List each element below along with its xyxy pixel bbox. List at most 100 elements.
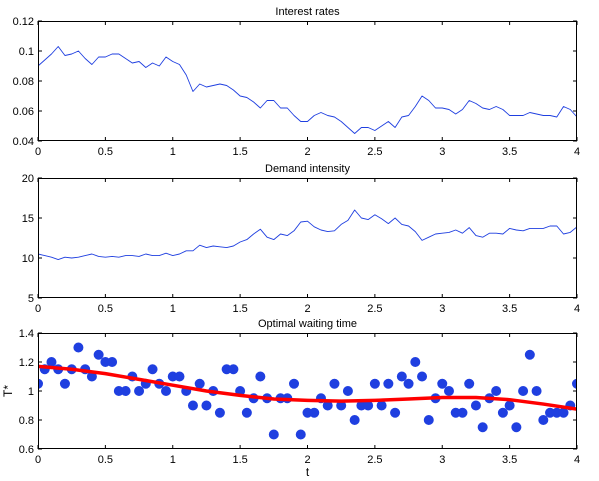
interest-rates-axes-frame (38, 21, 577, 141)
optimal-waiting-time-ytick-label: 0.6 (19, 444, 34, 456)
interest-rates-xtick-label: 3 (439, 146, 445, 158)
interest-rates-xtick-label: 0 (35, 146, 41, 158)
optimal-waiting-time-data-point (396, 371, 407, 382)
optimal-waiting-time-data-point (241, 407, 252, 418)
optimal-waiting-time-data-point (309, 407, 320, 418)
optimal-waiting-time-data-point (518, 386, 529, 396)
interest-rates-xtick-label: 2.5 (367, 146, 382, 158)
demand-intensity-ytick-label: 5 (28, 293, 34, 305)
demand-intensity-xtick-label: 0 (35, 303, 41, 315)
optimal-waiting-time-ytick-label: 1 (28, 386, 34, 398)
interest-rates-ytick-label: 0.12 (13, 16, 34, 28)
optimal-waiting-time-xtick-label: 1 (170, 454, 176, 466)
optimal-waiting-time-data-point (524, 349, 535, 360)
demand-intensity-xtick-label: 3 (439, 303, 445, 315)
optimal-waiting-time-data-point (107, 357, 118, 367)
demand-intensity-xtick-label: 2 (304, 303, 310, 315)
interest-rates-xtick-label: 3.5 (502, 146, 517, 158)
optimal-waiting-time-data-point (477, 422, 488, 433)
optimal-waiting-time-data-point (322, 400, 333, 411)
demand-intensity-xtick-label: 1.5 (232, 303, 247, 315)
demand-intensity-panel: Demand intensity 0 0.5 1 1.5 2 2.5 3 3.5 4 5 10 15 20 (22, 163, 580, 315)
optimal-waiting-time-data-point (268, 429, 279, 440)
optimal-waiting-time-data-point (147, 364, 158, 375)
optimal-waiting-time-xtick-label: 1.5 (232, 454, 247, 466)
optimal-waiting-time-xtick-label: 0 (35, 454, 41, 466)
demand-intensity-series-group (38, 209, 577, 261)
interest-rates-ytick-label: 0.08 (13, 76, 34, 88)
optimal-waiting-time-data-point (214, 407, 225, 418)
optimal-waiting-time-data-point (120, 386, 131, 396)
demand-intensity-xtick-label: 2.5 (367, 303, 382, 315)
demand-intensity-xtick-label: 3.5 (502, 303, 517, 315)
interest-rates-series-line (38, 46, 577, 134)
interest-rates-ytick-label: 0.1 (19, 46, 34, 58)
demand-intensity-title: Demand intensity (265, 163, 350, 175)
optimal-waiting-time-data-point (504, 400, 515, 411)
optimal-waiting-time-data-point (93, 349, 104, 360)
optimal-waiting-time-data-point (572, 378, 577, 389)
demand-intensity-ytick-label: 10 (22, 253, 34, 265)
optimal-waiting-time-data-point (289, 378, 300, 389)
demand-intensity-ytick-label: 15 (22, 213, 34, 225)
optimal-waiting-time-data-point (423, 415, 434, 425)
interest-rates-xtick-label: 0.5 (98, 146, 113, 158)
optimal-waiting-time-data-point (531, 386, 542, 396)
optimal-waiting-time-xtick-label: 0.5 (98, 454, 113, 466)
optimal-waiting-time-axes-frame (38, 333, 577, 449)
interest-rates-panel: Interest rates 0 0.5 1 1.5 2 2.5 3 3.5 4 0.04 0.06 0… (13, 6, 580, 158)
optimal-waiting-time-data-point (457, 407, 468, 418)
optimal-waiting-time-data-point (73, 342, 84, 353)
optimal-waiting-time-data-point (383, 378, 394, 389)
demand-intensity-plot-area (38, 178, 577, 298)
optimal-waiting-time-data-point (390, 407, 401, 418)
optimal-waiting-time-series-group (38, 342, 577, 440)
optimal-waiting-time-ytick-label: 1.4 (19, 328, 34, 340)
optimal-waiting-time-data-point (464, 378, 475, 389)
interest-rates-xtick-label: 4 (574, 146, 580, 158)
optimal-waiting-time-data-point (228, 364, 239, 375)
optimal-waiting-time-xtick-label: 2.5 (367, 454, 382, 466)
demand-intensity-xtick-label: 4 (574, 303, 580, 315)
optimal-waiting-time-data-point (538, 415, 549, 425)
optimal-waiting-time-xtick-label: 2 (304, 454, 310, 466)
optimal-waiting-time-xtick-label: 3.5 (502, 454, 517, 466)
optimal-waiting-time-data-point (470, 400, 481, 411)
optimal-waiting-time-data-point (437, 378, 448, 389)
optimal-waiting-time-data-point (161, 386, 172, 396)
optimal-waiting-time-ytick-label: 1.2 (19, 357, 34, 369)
optimal-waiting-time-data-point (417, 371, 428, 382)
optimal-waiting-time-data-point (363, 400, 374, 411)
interest-rates-ytick-label: 0.06 (13, 106, 34, 118)
optimal-waiting-time-data-point (376, 400, 387, 411)
optimal-waiting-time-data-point (134, 386, 145, 396)
optimal-waiting-time-data-point (369, 378, 380, 389)
optimal-waiting-time-data-point (410, 357, 421, 367)
optimal-waiting-time-data-point (511, 422, 522, 433)
optimal-waiting-time-data-point (497, 407, 508, 418)
demand-intensity-xtick-label: 0.5 (98, 303, 113, 315)
optimal-waiting-time-data-point (201, 400, 212, 411)
interest-rates-series-group (38, 46, 577, 134)
optimal-waiting-time-y-axis-label: T* (1, 385, 15, 397)
optimal-waiting-time-xtick-label: 4 (574, 454, 580, 466)
optimal-waiting-time-data-point (403, 378, 414, 389)
interest-rates-xtick-label: 1 (170, 146, 176, 158)
optimal-waiting-time-data-point (295, 429, 306, 440)
demand-intensity-ytick-label: 20 (22, 173, 34, 185)
optimal-waiting-time-data-point (187, 400, 198, 411)
optimal-waiting-time-data-point (59, 378, 70, 389)
optimal-waiting-time-data-point (336, 400, 347, 411)
optimal-waiting-time-data-point (255, 371, 266, 382)
optimal-waiting-time-data-point (174, 371, 185, 382)
optimal-waiting-time-data-point (86, 371, 97, 382)
optimal-waiting-time-title: Optimal waiting time (258, 318, 357, 330)
optimal-waiting-time-panel: Optimal waiting time 0 0.5 1 1.5 2 2.5 3 3.5 4 0.6… (1, 318, 580, 479)
optimal-waiting-time-data-point (342, 386, 353, 396)
optimal-waiting-time-data-point (443, 386, 454, 396)
optimal-waiting-time-fit-line (38, 364, 577, 411)
optimal-waiting-time-ytick-label: 0.8 (19, 415, 34, 427)
optimal-waiting-time-data-point (194, 378, 205, 389)
demand-intensity-axes-frame (38, 178, 577, 298)
